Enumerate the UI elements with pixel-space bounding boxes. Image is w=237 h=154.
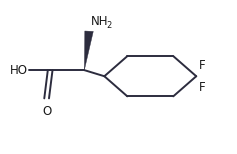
Text: F: F xyxy=(199,81,206,94)
Text: HO: HO xyxy=(10,64,28,77)
Text: F: F xyxy=(199,59,206,72)
Text: NH: NH xyxy=(91,15,109,28)
Polygon shape xyxy=(84,31,93,70)
Text: O: O xyxy=(42,105,51,118)
Text: 2: 2 xyxy=(106,21,111,30)
